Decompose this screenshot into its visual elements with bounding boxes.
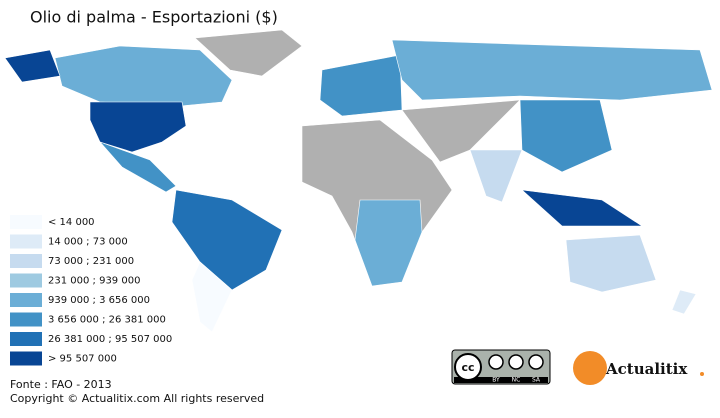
map-title: Olio di palma - Esportazioni ($) — [30, 8, 278, 27]
license-badge: cc BY NC SA — [451, 349, 551, 385]
country-shape — [54, 45, 233, 107]
legend-label: 26 381 000 ; 95 507 000 — [48, 334, 172, 345]
legend-swatch — [10, 254, 42, 268]
legend-label: 3 656 000 ; 26 381 000 — [48, 315, 166, 326]
legend-label: 14 000 ; 73 000 — [48, 237, 128, 248]
term-label: NC — [512, 377, 521, 384]
badge-strip — [454, 377, 548, 383]
country-shape — [391, 39, 713, 101]
legend-label: 939 000 ; 3 656 000 — [48, 295, 150, 306]
brand-dot — [700, 372, 704, 376]
copyright: Copyright © Actualitix.com All rights re… — [10, 392, 264, 405]
term-label: SA — [532, 377, 541, 384]
country-shape — [565, 234, 657, 293]
cc-text: cc — [461, 361, 474, 374]
country-shape — [4, 49, 61, 83]
legend: < 14 000 14 000 ; 73 000 73 000 ; 231 000 2… — [10, 215, 172, 366]
country-shape — [171, 189, 283, 291]
cc-circle — [454, 353, 482, 381]
country-shape — [469, 149, 523, 203]
legend-label: > 95 507 000 — [48, 354, 117, 365]
brand-logo: Actualitix — [573, 351, 704, 385]
legend-label: 231 000 ; 939 000 — [48, 276, 140, 287]
legend-swatch — [10, 351, 42, 366]
legend-swatch — [10, 312, 42, 327]
country-shape — [319, 54, 403, 117]
legend-swatch — [10, 293, 42, 307]
legend-label: 73 000 ; 231 000 — [48, 256, 134, 267]
legend-swatch — [10, 215, 42, 229]
country-shape — [354, 199, 423, 287]
term-icon — [488, 354, 504, 370]
legend-label: < 14 000 — [48, 217, 95, 228]
country-shape — [519, 99, 613, 173]
country-shape — [99, 141, 177, 193]
country-shape — [521, 189, 644, 227]
country-shape — [89, 101, 187, 153]
country-shape — [194, 29, 303, 77]
country-shape — [671, 289, 697, 315]
logo-mark — [573, 351, 607, 385]
source: Fonte : FAO - 2013 — [10, 378, 112, 391]
term-icon — [528, 354, 544, 370]
world-map — [4, 29, 713, 333]
term-icon — [508, 354, 524, 370]
country-shape — [191, 261, 233, 333]
brand-name: Actualitix — [605, 360, 688, 378]
legend-swatch — [10, 273, 42, 288]
legend-swatch — [10, 234, 42, 249]
legend-swatch — [10, 332, 42, 346]
term-label: BY — [492, 377, 500, 384]
